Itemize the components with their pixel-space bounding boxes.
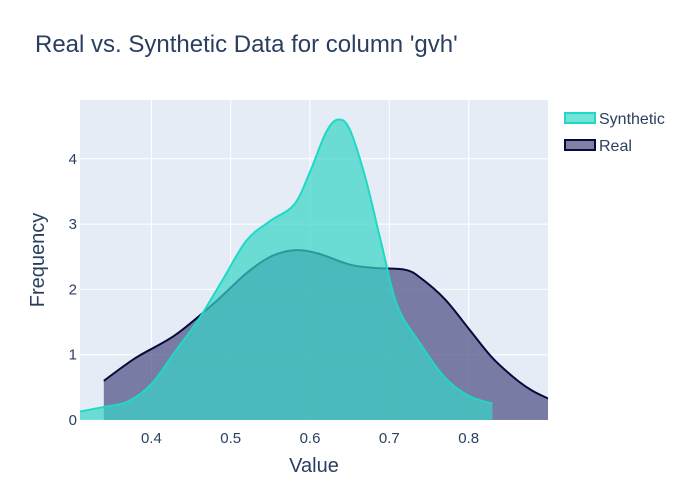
x-axis-title: Value — [289, 455, 339, 477]
legend-item-real[interactable]: Real — [564, 138, 632, 155]
legend-swatch-synthetic — [564, 112, 596, 124]
x-tick-label: 0.8 — [458, 430, 479, 447]
legend-swatch-real — [564, 139, 596, 151]
area-fill-synthetic — [80, 119, 493, 420]
y-tick-label: 0 — [69, 412, 77, 429]
x-tick-label: 0.4 — [141, 430, 162, 447]
x-tick-label: 0.6 — [300, 430, 321, 447]
legend-item-synthetic[interactable]: Synthetic — [564, 111, 665, 128]
legend-label-synthetic: Synthetic — [599, 111, 665, 128]
y-tick-label: 3 — [69, 216, 77, 233]
legend-label-real: Real — [599, 138, 632, 155]
chart-title: Real vs. Synthetic Data for column 'gvh' — [35, 31, 458, 58]
x-tick-label: 0.5 — [220, 430, 241, 447]
series-area — [80, 118, 548, 420]
series-line-synthetic — [80, 118, 493, 413]
y-tick-label: 2 — [69, 281, 77, 298]
y-axis-title: Frequency — [27, 213, 49, 308]
x-tick-label: 0.7 — [379, 430, 400, 447]
legend[interactable]: Synthetic Real — [564, 111, 665, 155]
y-tick-label: 1 — [69, 347, 77, 364]
y-tick-label: 4 — [69, 151, 77, 168]
axis-ticks: 0.4 0.5 0.6 0.7 0.8 0 1 2 3 4 — [69, 151, 479, 447]
